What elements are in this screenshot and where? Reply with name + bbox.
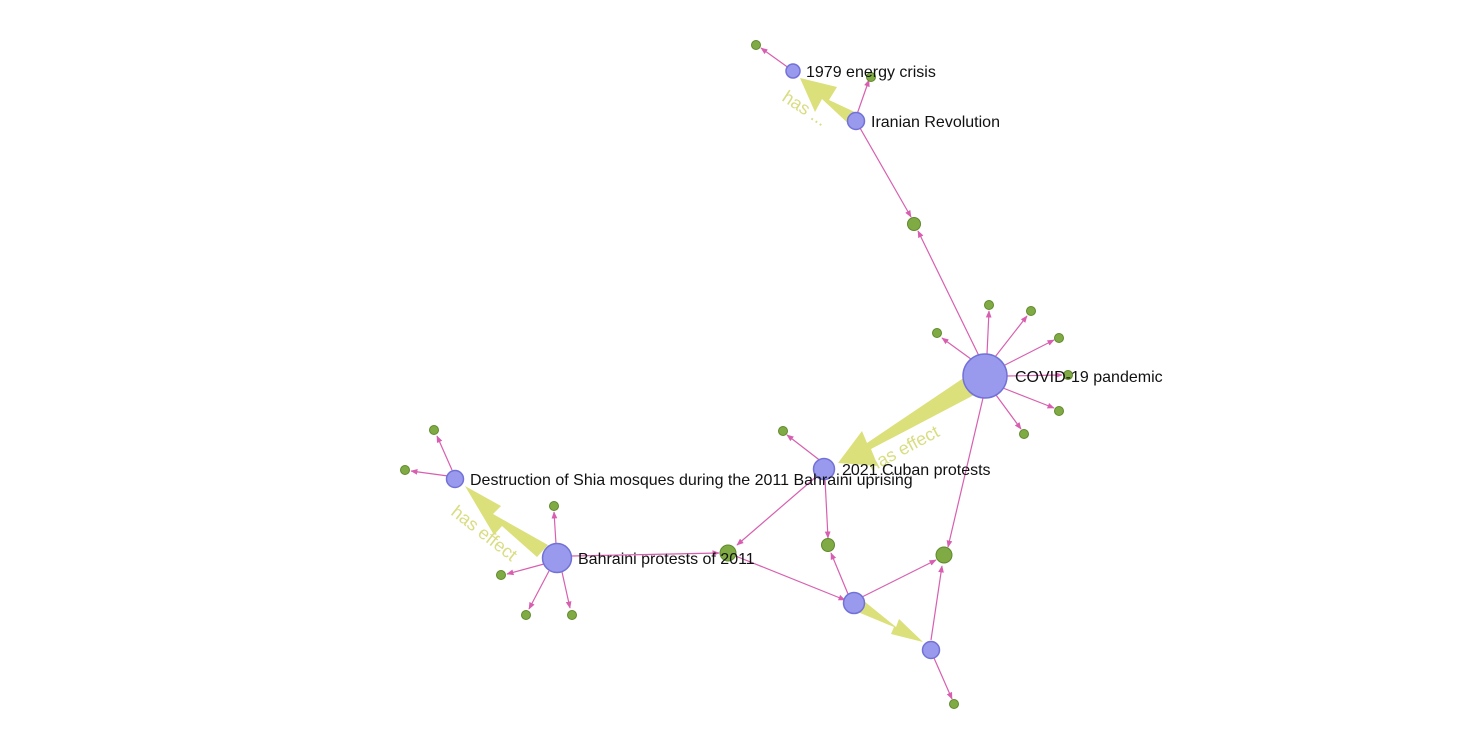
edge	[551, 511, 558, 545]
edge	[995, 394, 1022, 430]
leaf-nodes	[400, 40, 1073, 709]
leaf-node[interactable]	[1054, 333, 1064, 343]
edge	[528, 570, 550, 610]
edge	[941, 337, 976, 363]
node-unlabeled[interactable]	[842, 591, 866, 615]
label-destruction-shia-mosques: Destruction of Shia mosques during the 2…	[470, 472, 913, 489]
label-covid-19-pandemic: COVID-19 pandemic	[1015, 369, 1163, 386]
node-2021-cuban-protests[interactable]	[812, 457, 836, 481]
edge	[786, 434, 823, 463]
leaf-node[interactable]	[1054, 406, 1064, 416]
leaf-node[interactable]	[932, 328, 942, 338]
leaf-node[interactable]	[949, 699, 959, 709]
edge	[994, 315, 1028, 358]
leaf-node[interactable]	[1063, 370, 1073, 380]
edge	[855, 120, 912, 218]
label-2021-cuban-protests: 2021 Cuban protests	[842, 462, 991, 479]
strong-edge-iran-energy	[800, 78, 859, 127]
edge	[1006, 372, 1063, 378]
primary-nodes	[445, 63, 1008, 660]
leaf-node[interactable]	[549, 501, 559, 511]
leaf-node[interactable]	[821, 538, 835, 552]
edge	[917, 230, 981, 359]
leaf-node[interactable]	[984, 300, 994, 310]
edge	[436, 435, 453, 471]
edge	[410, 469, 449, 477]
edge	[830, 552, 849, 595]
leaf-node[interactable]	[778, 426, 788, 436]
edge	[571, 550, 720, 557]
edge	[736, 475, 818, 546]
leaf-node[interactable]	[400, 465, 410, 475]
leaf-node[interactable]	[521, 610, 531, 620]
leaf-node[interactable]	[751, 40, 761, 50]
leaf-node[interactable]	[567, 610, 577, 620]
strong-edge-hub-node	[853, 597, 923, 642]
leaf-node[interactable]	[496, 570, 506, 580]
strong-edge-covid-cuba	[838, 377, 974, 466]
edge	[1002, 339, 1055, 367]
node-destruction-shia-mosques[interactable]	[445, 469, 465, 489]
node-unlabeled[interactable]	[921, 640, 941, 660]
leaf-node[interactable]	[1026, 306, 1036, 316]
edge	[561, 571, 572, 609]
edge	[506, 563, 545, 576]
strong-edges	[465, 78, 974, 642]
leaf-node[interactable]	[429, 425, 439, 435]
label-1979-energy-crisis: 1979 energy crisis	[806, 64, 936, 81]
leaf-node[interactable]	[907, 217, 921, 231]
node-covid-19-pandemic[interactable]	[962, 353, 1008, 399]
strong-edge-bahrain-mosques	[465, 486, 548, 557]
node-labels: 1979 energy crisis Iranian Revolution CO…	[470, 64, 1163, 568]
leaf-node[interactable]	[1019, 429, 1029, 439]
thin-edges	[410, 47, 1063, 700]
leaf-node[interactable]	[935, 546, 953, 564]
leaf-node[interactable]	[719, 544, 737, 562]
label-bahraini-protests-2011: Bahraini protests of 2011	[578, 551, 755, 568]
leaf-node[interactable]	[866, 72, 876, 82]
edge	[861, 559, 937, 598]
node-bahraini-protests-2011[interactable]	[541, 542, 573, 574]
edge	[930, 565, 944, 641]
edge	[727, 552, 846, 601]
node-iranian-revolution[interactable]	[846, 111, 866, 131]
edge	[985, 310, 992, 355]
edge	[946, 397, 984, 548]
node-1979-energy-crisis[interactable]	[785, 63, 801, 79]
edge	[933, 657, 953, 700]
label-iranian-revolution: Iranian Revolution	[871, 114, 1000, 131]
edge	[824, 478, 831, 539]
edge-labels: has ... has effect has effect	[448, 87, 943, 565]
edge	[1002, 387, 1055, 409]
